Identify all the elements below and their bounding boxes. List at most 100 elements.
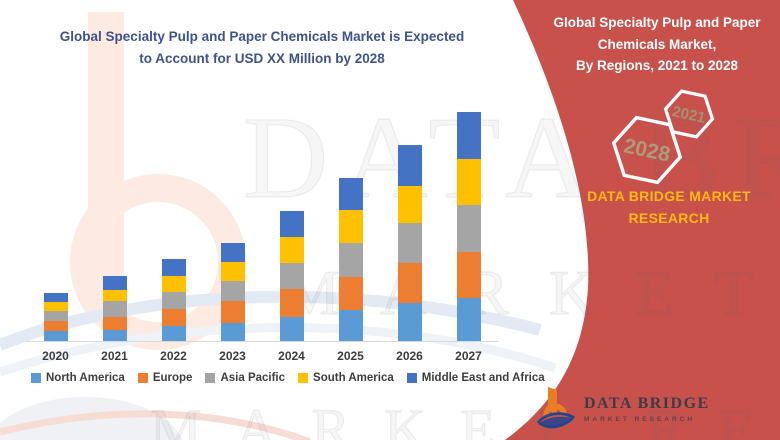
panel-title: Global Specialty Pulp and Paper Chemical…: [538, 12, 776, 77]
bar-segment-europe-2027: [456, 252, 481, 298]
legend-label: Europe: [152, 372, 193, 384]
bar-column-2025: [321, 94, 380, 341]
x-axis-label-2026: 2026: [396, 349, 423, 363]
stacked-bar-2023: [220, 243, 245, 341]
bar-segment-middle-east-and-africa-2026: [397, 145, 422, 186]
bar-segment-south-america-2024: [279, 237, 304, 263]
hexagon-year-2021: 2021: [671, 103, 707, 127]
stacked-bar-2020: [43, 293, 68, 341]
x-axis-label-2022: 2022: [160, 349, 187, 363]
hexagon-2021: 2021: [663, 89, 715, 139]
bar-segment-asia-pacific-2026: [397, 223, 422, 263]
bar-segment-north-america-2026: [397, 303, 422, 341]
bar-segment-europe-2023: [220, 301, 245, 323]
bar-segment-south-america-2020: [43, 302, 68, 311]
bar-segment-north-america-2027: [456, 298, 481, 341]
plot-area: [26, 94, 498, 342]
bar-column-2024: [262, 94, 321, 341]
bar-segment-middle-east-and-africa-2027: [456, 112, 481, 159]
brand-text: DATA BRIDGE MARKET RESEARCH: [560, 186, 778, 229]
x-axis-label-2024: 2024: [278, 349, 305, 363]
bar-segment-north-america-2022: [161, 326, 186, 341]
x-axis-label-2020: 2020: [42, 349, 69, 363]
stacked-bar-2026: [397, 145, 422, 341]
bar-segment-middle-east-and-africa-2024: [279, 211, 304, 237]
stacked-bar-2022: [161, 259, 186, 341]
stacked-bar-chart: 2020 2021 2022 2023 2024 2025 2026 2027 North A…: [26, 94, 545, 384]
bar-segment-asia-pacific-2027: [456, 205, 481, 252]
bar-segment-middle-east-and-africa-2025: [338, 178, 363, 210]
bar-column-2027: [439, 94, 498, 341]
brand-text-line1: DATA BRIDGE MARKET: [587, 188, 751, 204]
bar-segment-europe-2026: [397, 263, 422, 303]
panel-title-line2: Chemicals Market,: [597, 36, 717, 52]
bar-segment-asia-pacific-2022: [161, 292, 186, 309]
stacked-bar-2021: [102, 276, 127, 341]
bar-segment-europe-2022: [161, 309, 186, 326]
bar-segment-asia-pacific-2024: [279, 263, 304, 289]
logo-title: DATA BRIDGE: [584, 395, 710, 412]
stacked-bar-2025: [338, 178, 363, 341]
bar-column-2022: [144, 94, 203, 341]
bar-segment-north-america-2020: [43, 331, 68, 341]
bar-column-2023: [203, 94, 262, 341]
x-axis-label-2021: 2021: [101, 349, 128, 363]
bar-column-2026: [380, 94, 439, 341]
bar-segment-south-america-2023: [220, 262, 245, 281]
legend-swatch-icon: [31, 373, 41, 383]
legend-item-middle-east-and-africa: Middle East and Africa: [406, 372, 545, 384]
logo-text: DATA BRIDGE MARKET RESEARCH: [584, 395, 710, 423]
chart-title-line1: Global Specialty Pulp and Paper Chemical…: [59, 29, 465, 44]
x-axis-label-2027: 2027: [455, 349, 482, 363]
bar-segment-north-america-2021: [102, 330, 127, 341]
stacked-bar-2027: [456, 112, 481, 341]
stacked-bar-2024: [279, 211, 304, 341]
legend-label: South America: [313, 372, 394, 384]
legend-label: North America: [46, 372, 125, 384]
bar-segment-asia-pacific-2020: [43, 311, 68, 321]
bar-segment-asia-pacific-2021: [102, 301, 127, 317]
bar-segment-south-america-2022: [161, 276, 186, 292]
legend-label: Asia Pacific: [220, 372, 286, 384]
x-axis-label-2023: 2023: [219, 349, 246, 363]
bar-segment-asia-pacific-2025: [338, 243, 363, 277]
bar-column-2020: [26, 94, 85, 341]
hexagon-2028: 2028: [611, 115, 683, 185]
legend: North America Europe Asia Pacific South Ame…: [26, 372, 545, 384]
bar-segment-south-america-2021: [102, 290, 127, 301]
x-axis-label-2025: 2025: [337, 349, 364, 363]
company-logo: DATA BRIDGE MARKET RESEARCH: [536, 386, 710, 432]
bar-segment-asia-pacific-2023: [220, 281, 245, 301]
legend-swatch-icon: [298, 373, 309, 383]
bar-segment-south-america-2025: [338, 210, 363, 243]
bar-segment-north-america-2025: [338, 310, 363, 341]
legend-swatch-icon: [137, 373, 148, 383]
panel-title-line1: Global Specialty Pulp and Paper: [553, 15, 761, 30]
legend-swatch-icon: [406, 373, 417, 383]
bar-segment-middle-east-and-africa-2023: [220, 243, 245, 262]
legend-item-north-america: North America: [31, 372, 125, 384]
x-axis-labels: 2020 2021 2022 2023 2024 2025 2026 2027: [26, 349, 498, 363]
legend-item-europe: Europe: [137, 372, 193, 384]
logo-subtitle: MARKET RESEARCH: [584, 416, 696, 423]
bar-segment-south-america-2027: [456, 159, 481, 205]
bar-segment-north-america-2024: [279, 317, 304, 341]
bar-segment-middle-east-and-africa-2022: [161, 259, 186, 276]
legend-item-south-america: South America: [298, 372, 394, 384]
hexagon-outline-icon: [663, 89, 715, 139]
hexagon-year-2028: 2028: [622, 134, 673, 166]
bar-segment-south-america-2026: [397, 186, 422, 223]
bar-segment-europe-2021: [102, 317, 127, 330]
legend-swatch-icon: [205, 373, 216, 383]
bar-segment-europe-2020: [43, 321, 68, 331]
chart-title-line2: to Account for USD XX Million by 2028: [139, 51, 385, 67]
bar-segment-europe-2024: [279, 289, 304, 317]
bar-segment-middle-east-and-africa-2021: [102, 276, 127, 290]
brand-text-line2: RESEARCH: [628, 209, 710, 226]
legend-label: Middle East and Africa: [421, 372, 545, 384]
panel-title-line3: By Regions, 2021 to 2028: [575, 58, 739, 74]
bar-column-2021: [85, 94, 144, 341]
chart-title: Global Specialty Pulp and Paper Chemical…: [28, 26, 496, 71]
